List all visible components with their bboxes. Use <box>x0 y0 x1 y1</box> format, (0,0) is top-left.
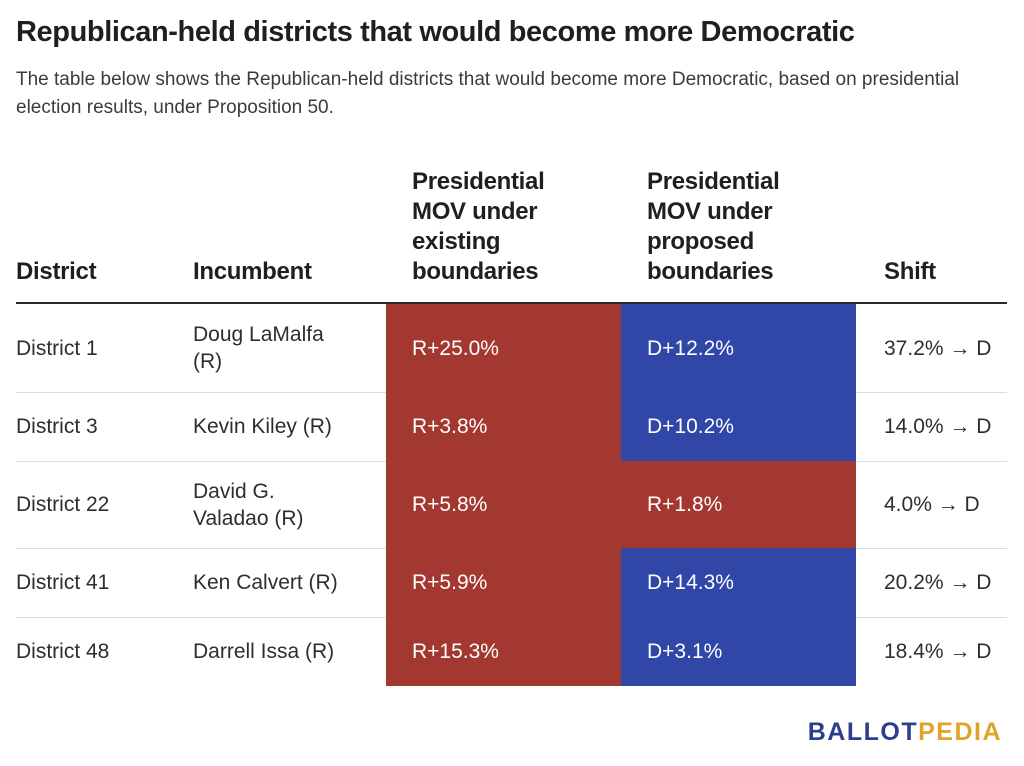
cell-mov-existing: R+15.3% <box>386 617 621 686</box>
logo-part-ballot: BALLOT <box>807 718 919 746</box>
logo-part-pedia: PEDIA <box>918 718 1002 746</box>
cell-district: District 41 <box>16 571 110 594</box>
table-row: District 3 Kevin Kiley (R) R+3.8% D+10.2% 14… <box>16 392 1007 462</box>
cell-mov-existing: R+25.0% <box>386 304 621 392</box>
cell-district: District 22 <box>16 493 110 516</box>
cell-district: District 1 <box>16 336 98 360</box>
header-shift: Shift <box>884 257 936 287</box>
cell-incumbent: Kevin Kiley (R) <box>193 392 386 461</box>
cell-shift: 14.0% → D <box>884 415 992 438</box>
header-mov-existing: Presidential MOV under existing boundaries <box>412 167 545 287</box>
cell-mov-proposed: D+12.2% <box>621 304 856 392</box>
cell-incumbent-line: Ken Calvert (R) <box>193 571 338 594</box>
header-mov-existing-line: boundaries <box>412 258 539 285</box>
ballotpedia-logo: BALLOTPEDIA <box>808 718 1002 747</box>
header-mov-proposed-line: boundaries <box>647 258 774 285</box>
table-row: District 48 Darrell Issa (R) R+15.3% D+3.1%… <box>16 617 1007 686</box>
table-row: District 41 Ken Calvert (R) R+5.9% D+14.3% 2… <box>16 548 1007 618</box>
table-row: District 1 Doug LaMalfa (R) R+25.0% D+12.2% 3… <box>16 304 1007 393</box>
header-district-line: District <box>16 258 97 285</box>
page-title: Republican-held districts that would bec… <box>16 16 855 48</box>
table-row: District 22 David G. Valadao (R) R+5.8% R+1.… <box>16 461 1007 549</box>
header-mov-proposed: Presidential MOV under proposed boundaries <box>647 167 780 287</box>
cell-incumbent: Darrell Issa (R) <box>193 617 386 686</box>
cell-shift: 18.4% → D <box>884 640 992 663</box>
cell-shift: 37.2% → D <box>884 336 992 360</box>
cell-incumbent-line: Kevin Kiley (R) <box>193 415 332 438</box>
header-shift-line: Shift <box>884 258 936 285</box>
cell-incumbent-line: David G. <box>193 479 275 503</box>
cell-mov-proposed: D+14.3% <box>621 548 856 617</box>
header-mov-proposed-line: proposed <box>647 228 754 255</box>
header-incumbent: Incumbent <box>193 257 312 287</box>
cell-incumbent: Ken Calvert (R) <box>193 548 386 617</box>
cell-shift: 4.0% → D <box>884 493 980 516</box>
cell-mov-proposed: R+1.8% <box>621 461 856 548</box>
table-header: District Incumbent Presidential MOV under ex… <box>16 168 1007 304</box>
cell-shift: 20.2% → D <box>884 571 992 594</box>
cell-mov-existing: R+5.9% <box>386 548 621 617</box>
header-mov-proposed-line: Presidential <box>647 168 780 195</box>
header-mov-existing-line: existing <box>412 228 501 255</box>
cell-mov-proposed: D+10.2% <box>621 392 856 461</box>
header-district: District <box>16 257 97 287</box>
header-mov-existing-line: MOV under <box>412 198 538 225</box>
cell-mov-existing: R+5.8% <box>386 461 621 548</box>
cell-incumbent-line: Doug LaMalfa <box>193 323 324 346</box>
cell-mov-proposed: D+3.1% <box>621 617 856 686</box>
cell-incumbent: David G. Valadao (R) <box>193 461 386 548</box>
header-mov-proposed-line: MOV under <box>647 198 773 225</box>
cell-mov-existing: R+3.8% <box>386 392 621 461</box>
cell-incumbent: Doug LaMalfa (R) <box>193 304 386 392</box>
header-mov-existing-line: Presidential <box>412 168 545 195</box>
cell-incumbent-line: Valadao (R) <box>193 506 304 530</box>
cell-incumbent-line: Darrell Issa (R) <box>193 640 335 663</box>
header-incumbent-line: Incumbent <box>193 258 312 285</box>
cell-district: District 48 <box>16 640 110 663</box>
cell-district: District 3 <box>16 415 98 438</box>
cell-incumbent-line: (R) <box>193 350 223 373</box>
page-subtitle: The table below shows the Republican-hel… <box>16 69 960 118</box>
